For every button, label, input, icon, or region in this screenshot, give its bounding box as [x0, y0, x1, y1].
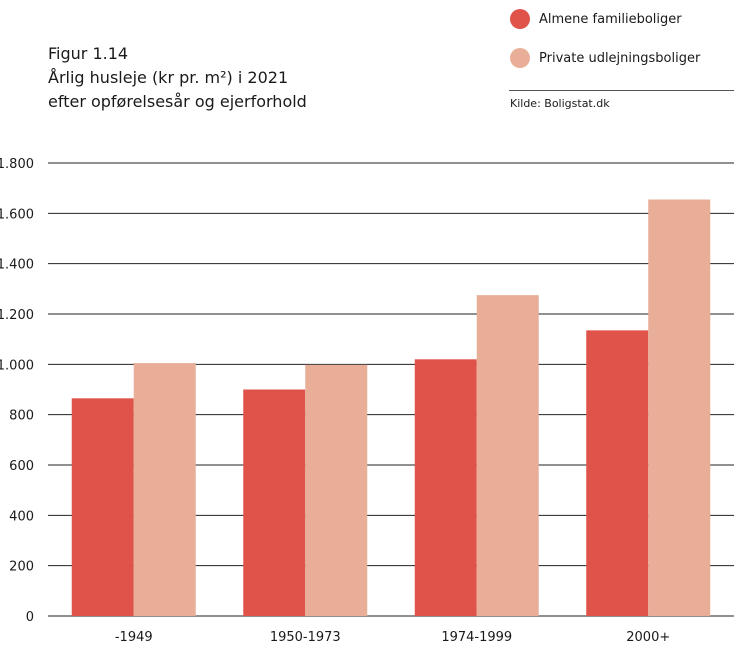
y-tick-label: 200 — [9, 560, 34, 575]
x-tick-label: 1974-1999 — [441, 630, 512, 645]
y-tick-label: 400 — [9, 509, 34, 524]
y-tick-label: 0 — [26, 610, 34, 625]
legend-label-private: Private udlejningsboliger — [539, 50, 701, 66]
x-tick-label: -1949 — [115, 630, 153, 645]
chart-subtitle: efter opførelsesår og ejerforhold — [48, 92, 307, 111]
y-tick-label: 1.200 — [0, 308, 34, 323]
y-tick-label: 1.600 — [0, 207, 34, 222]
figure-number: Figur 1.14 — [48, 44, 129, 63]
legend-item-almene: Almene familieboliger — [510, 8, 700, 30]
legend-swatch-almene — [510, 9, 530, 29]
y-tick-label: 800 — [9, 409, 34, 424]
legend-divider — [509, 90, 734, 91]
legend: Almene familieboliger Private udlejnings… — [510, 8, 700, 86]
bar-private — [305, 364, 368, 616]
bar-private — [648, 199, 711, 616]
y-tick-label: 1.000 — [0, 358, 34, 373]
y-tick-label: 1.400 — [0, 258, 34, 273]
source-note: Kilde: Boligstat.dk — [510, 97, 610, 110]
bar-almene — [243, 389, 306, 616]
legend-label-almene: Almene familieboliger — [539, 11, 682, 27]
bar-private — [476, 295, 539, 616]
chart-title: Årlig husleje (kr pr. m²) i 2021 — [48, 68, 289, 87]
x-tick-label: 1950-1973 — [270, 630, 341, 645]
bar-almene — [71, 398, 134, 616]
bar-almene — [586, 330, 649, 616]
legend-swatch-private — [510, 48, 530, 68]
y-tick-label: 600 — [9, 459, 34, 474]
y-tick-label: 1.800 — [0, 157, 34, 172]
legend-item-private: Private udlejningsboliger — [510, 47, 700, 69]
bar-almene — [414, 359, 477, 616]
chart-title-block: Figur 1.14 Årlig husleje (kr pr. m²) i 2… — [48, 42, 307, 114]
bar-private — [133, 363, 196, 616]
x-tick-label: 2000+ — [626, 630, 670, 645]
